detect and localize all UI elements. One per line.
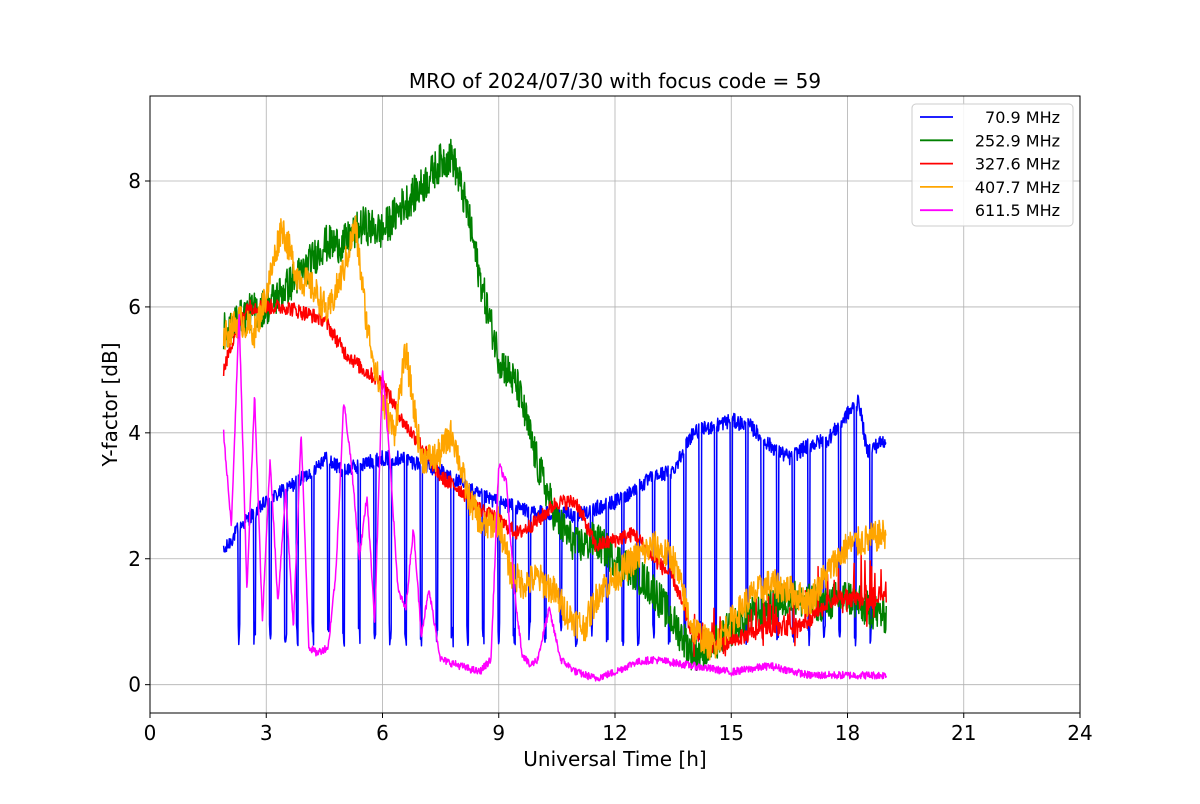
y-tick-label: 0	[128, 673, 141, 697]
x-tick-label: 12	[602, 721, 627, 745]
legend-label: 252.9 MHz	[975, 131, 1060, 150]
plot-frame	[149, 95, 1081, 714]
legend: 70.9 MHz 252.9 MHz 327.6 MHz 407.7 MHz 611.5…	[911, 103, 1074, 227]
x-tick-label: 24	[1067, 721, 1092, 745]
chart-title: MRO of 2024/07/30 with focus code = 59	[409, 69, 821, 93]
x-tick-label: 0	[144, 721, 157, 745]
legend-label: 611.5 MHz	[975, 201, 1060, 220]
series-line-4	[222, 313, 887, 682]
x-tick-label: 18	[835, 721, 860, 745]
y-tick-label: 4	[128, 421, 141, 445]
y-tick-label: 8	[128, 169, 141, 193]
x-tick-label: 3	[260, 721, 273, 745]
y-tick-label: 2	[128, 547, 141, 571]
x-tick-label: 21	[951, 721, 976, 745]
series-line-2	[222, 298, 887, 658]
legend-label: 407.7 MHz	[975, 178, 1060, 197]
legend-label: 70.9 MHz	[980, 108, 1060, 127]
series-line-3	[222, 215, 887, 661]
series-lines	[222, 138, 887, 682]
y-axis-label: Y-factor [dB]	[98, 342, 122, 467]
legend-box	[911, 103, 1074, 227]
y-tick-label: 6	[128, 295, 141, 319]
x-tick-label: 15	[719, 721, 744, 745]
x-tick-label: 9	[492, 721, 505, 745]
legend-label: 327.6 MHz	[975, 155, 1060, 174]
x-axis-label: Universal Time [h]	[523, 747, 706, 771]
x-tick-label: 6	[376, 721, 389, 745]
